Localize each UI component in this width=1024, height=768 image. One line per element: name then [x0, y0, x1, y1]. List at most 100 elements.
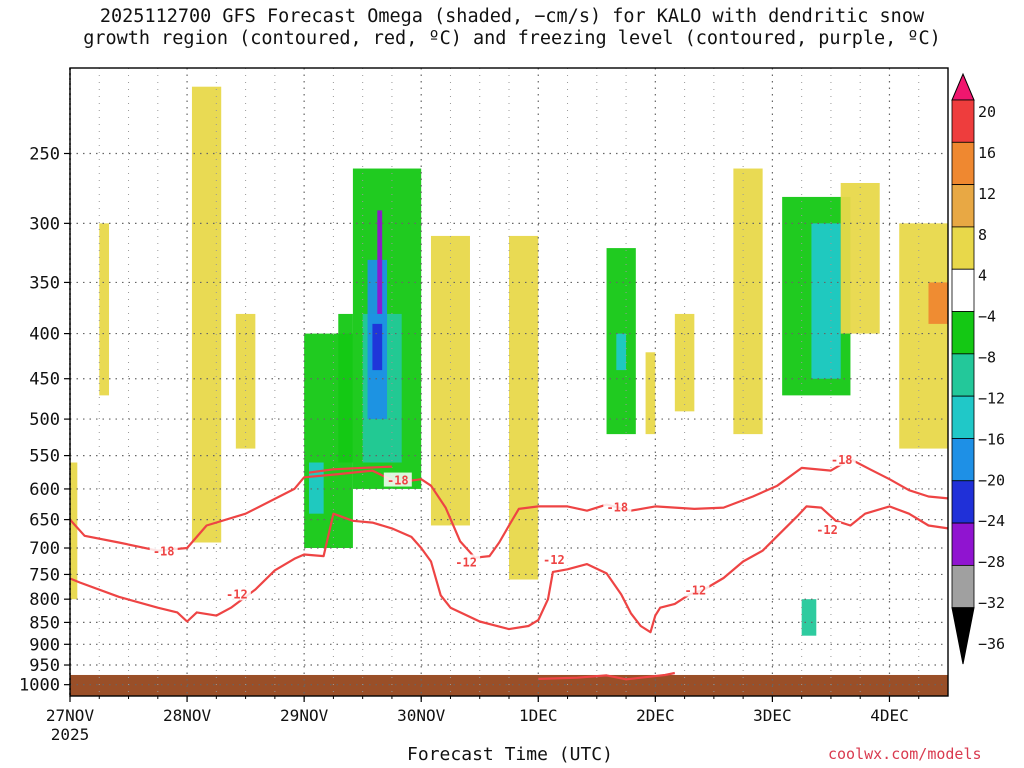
omega-shading: [70, 86, 948, 636]
colorbar-label: −16: [978, 430, 1005, 448]
omega-patch: [338, 313, 353, 463]
contour-label: -12: [455, 556, 477, 570]
colorbar-min-arrow: [951, 607, 975, 665]
colorbar-label: −24: [978, 512, 1005, 530]
colorbar-label: −20: [978, 471, 1005, 489]
x-tick-label: 27NOV: [46, 706, 95, 725]
ground-strip: [70, 674, 948, 696]
x-tick-sublabel: 2025: [51, 725, 90, 744]
contour-line: [69, 505, 949, 634]
omega-patch: [899, 223, 948, 449]
omega-patch: [430, 235, 470, 526]
contour-label-bg: [383, 472, 412, 487]
y-tick-label: 400: [29, 325, 60, 345]
y-tick-label: 1000: [19, 676, 60, 696]
colorbar-label: 12: [978, 185, 996, 203]
y-tick-label: 300: [29, 214, 60, 234]
x-tick-label: 2DEC: [636, 706, 675, 725]
omega-patch: [616, 333, 627, 371]
x-tick-label: 28NOV: [163, 706, 212, 725]
chart-title-line1: 2025112700 GFS Forecast Omega (shaded, −…: [99, 6, 925, 27]
contour-label: -12: [543, 553, 565, 567]
y-tick-label: 900: [29, 635, 60, 655]
contour-label: -12: [226, 587, 248, 601]
colorbar-label: −8: [978, 349, 996, 367]
temperature-contours: -18 -18 -18 -18 -12 -12 -12 -12 -12: [69, 451, 949, 681]
y-tick-label: 850: [29, 613, 60, 633]
colorbar-swatch: [951, 226, 975, 270]
y-tick-label: 700: [29, 539, 60, 559]
colorbar: 20 16 12 8 4 −4 −8 −12 −16 −20 −24 −28 −32 −36: [951, 72, 1005, 665]
x-tick-label: 29NOV: [280, 706, 329, 725]
chart-title: 2025112700 GFS Forecast Omega (shaded, −…: [0, 6, 1024, 50]
contour-label-bg: [603, 499, 632, 514]
colorbar-label: −4: [978, 308, 996, 326]
omega-patch: [733, 168, 763, 435]
colorbar-swatch: [951, 480, 975, 524]
contour-line: [69, 458, 949, 559]
omega-patch: [645, 352, 656, 435]
omega-patch: [928, 282, 948, 324]
x-tick-label: 1DEC: [519, 706, 558, 725]
y-tick-label: 800: [29, 590, 60, 610]
colorbar-max-arrow: [951, 72, 975, 101]
y-tick-label: 600: [29, 480, 60, 500]
omega-patch: [372, 323, 383, 371]
contour-label: -12: [685, 583, 707, 597]
omega-patch: [70, 462, 78, 600]
contour-label-bg: [222, 586, 251, 601]
contour-label-bg: [452, 554, 481, 569]
colorbar-swatch: [951, 564, 975, 609]
y-tick-label: 950: [29, 656, 60, 676]
omega-patch: [377, 210, 383, 314]
colorbar-swatch: [951, 184, 975, 228]
colorbar-label: −36: [978, 635, 1005, 653]
omega-patch: [99, 223, 110, 396]
x-axis-title: Forecast Time (UTC): [407, 744, 613, 765]
colorbar-label: 4: [978, 267, 987, 285]
y-tick-label: 450: [29, 370, 60, 390]
omega-patch: [509, 235, 539, 580]
y-tick-label: 550: [29, 447, 60, 467]
omega-patch: [191, 86, 222, 543]
y-tick-label: 500: [29, 410, 60, 430]
contour-label: -12: [816, 523, 838, 537]
contour-label: -18: [606, 501, 628, 515]
contour-line: [308, 465, 392, 474]
colorbar-label: −28: [978, 553, 1005, 571]
colorbar-swatch: [951, 395, 975, 439]
colorbar-swatch: [951, 141, 975, 186]
contour-label: -18: [153, 544, 175, 558]
omega-patch: [801, 599, 817, 636]
contour-label-bg: [149, 543, 178, 558]
colorbar-label: 16: [978, 144, 996, 162]
x-tick-label: 4DEC: [870, 706, 909, 725]
contour-label: -18: [387, 474, 409, 488]
colorbar-swatch: [951, 522, 975, 566]
colorbar-swatch: [951, 438, 975, 482]
x-tick-label: 30NOV: [397, 706, 446, 725]
omega-patch: [235, 313, 256, 449]
colorbar-label: 8: [978, 226, 987, 244]
colorbar-label: 20: [978, 103, 996, 121]
omega-patch: [811, 223, 841, 379]
x-tick-label: 3DEC: [753, 706, 792, 725]
y-axis: 2503003504004505005506006507007508008509…: [19, 144, 70, 696]
colorbar-label: −12: [978, 389, 1005, 407]
y-tick-label: 350: [29, 273, 60, 293]
contour-label-bg: [827, 451, 856, 466]
y-tick-label: 750: [29, 565, 60, 585]
site-credit: coolwx.com/models: [828, 745, 982, 763]
y-tick-label: 250: [29, 144, 60, 164]
colorbar-swatch: [951, 311, 975, 355]
contour-line: [538, 671, 676, 681]
contour-label-bg: [681, 582, 710, 597]
contour-label-bg: [539, 551, 568, 566]
omega-patch: [840, 182, 880, 334]
colorbar-swatch: [951, 353, 975, 397]
colorbar-swatch: [951, 99, 975, 143]
contour-label: -18: [831, 453, 853, 467]
chart-title-line2: growth region (contoured, red, ºC) and f…: [83, 28, 941, 49]
